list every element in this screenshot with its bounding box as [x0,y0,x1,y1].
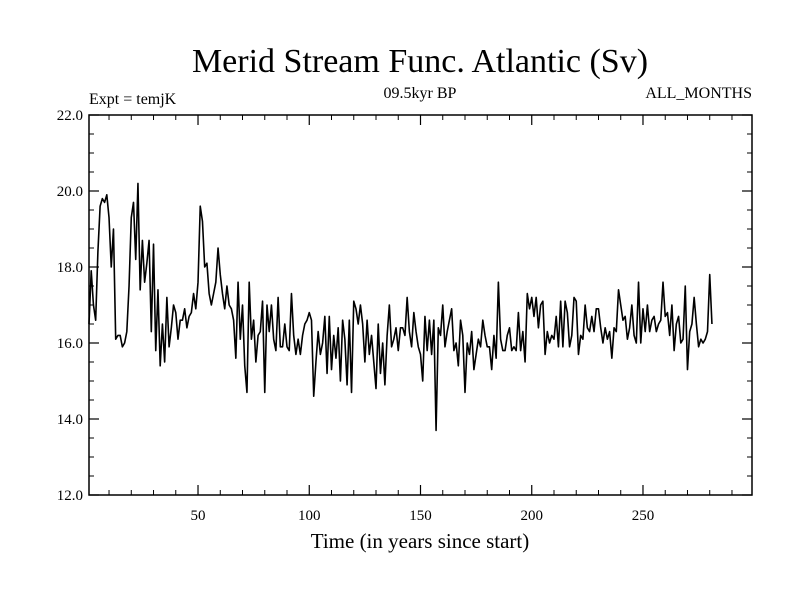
x-tick-label: 150 [409,508,432,524]
x-tick-label: 200 [520,508,543,524]
period-label: 09.5kyr BP [384,85,457,102]
x-ticks: 50 100 150 200 250 [108,115,733,524]
y-tick-label: 22.0 [57,108,83,124]
chart-title: Merid Stream Func. Atlantic (Sv) [192,43,648,80]
plot-frame [88,114,753,496]
y-tick-label: 18.0 [57,260,83,276]
data-line [88,182,713,432]
x-tick-label: 50 [191,508,206,524]
x-axis-label: Time (in years since start) [311,529,530,553]
months-label: ALL_MONTHS [645,85,752,102]
y-tick-label: 16.0 [57,336,83,352]
x-tick-label: 250 [632,508,655,524]
y-ticks: 12.0 14.0 16.0 18.0 20.0 22.0 [57,108,752,504]
x-tick-label: 100 [298,508,321,524]
y-tick-label: 14.0 [57,412,83,428]
y-tick-label: 20.0 [57,184,83,200]
experiment-label: Expt = temjK [89,91,177,108]
y-tick-label: 12.0 [57,488,83,504]
